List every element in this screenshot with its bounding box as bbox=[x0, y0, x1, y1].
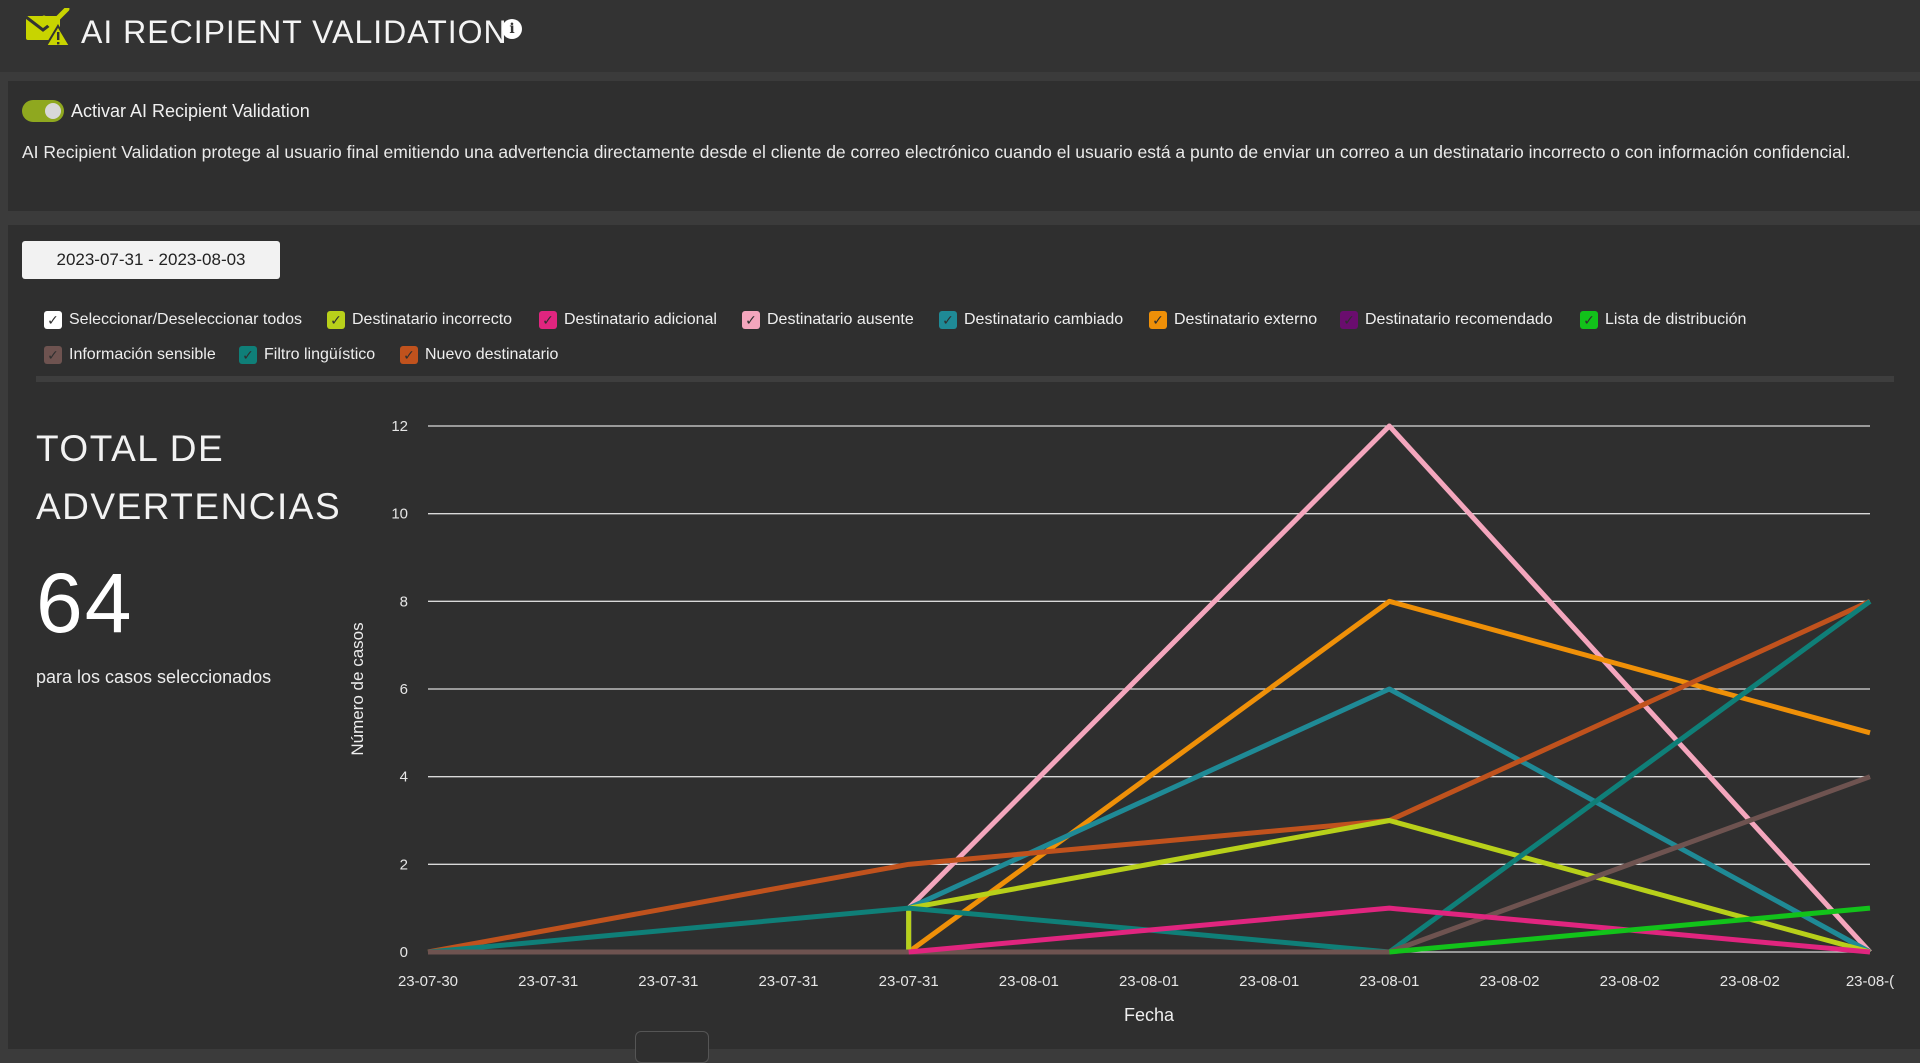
app-header: AI RECIPIENT VALIDATION i bbox=[0, 0, 1920, 72]
x-axis-label: Fecha bbox=[1124, 1005, 1175, 1025]
legend-label: Destinatario recomendado bbox=[1365, 311, 1553, 328]
legend-label: Destinatario externo bbox=[1174, 311, 1318, 328]
checkbox-icon: ✓ bbox=[400, 346, 418, 364]
x-tick-label: 23-07-31 bbox=[638, 973, 698, 990]
select-all-checkbox[interactable]: ✓ Seleccionar/Deseleccionar todos bbox=[44, 309, 302, 331]
page-title: AI RECIPIENT VALIDATION bbox=[81, 14, 508, 50]
legend-item-destinatario-cambiado[interactable]: ✓ Destinatario cambiado bbox=[939, 309, 1123, 331]
checkbox-icon: ✓ bbox=[1149, 311, 1167, 329]
legend-label: Lista de distribución bbox=[1605, 311, 1747, 328]
checkbox-icon: ✓ bbox=[239, 346, 257, 364]
legend-label: Filtro lingüístico bbox=[264, 346, 376, 363]
legend-item-nuevo-destinatario[interactable]: ✓ Nuevo destinatario bbox=[400, 344, 558, 366]
x-tick-label: 23-08-02 bbox=[1479, 973, 1539, 990]
y-tick-label: 12 bbox=[391, 418, 408, 435]
legend-label: Destinatario ausente bbox=[767, 311, 914, 328]
y-axis-label: Número de casos bbox=[348, 622, 367, 755]
legend-label: Destinatario cambiado bbox=[964, 311, 1124, 328]
checkbox-icon: ✓ bbox=[939, 311, 957, 329]
checkbox-icon: ✓ bbox=[742, 311, 760, 329]
toggle-knob bbox=[45, 103, 61, 119]
x-tick-label: 23-08-01 bbox=[1239, 973, 1299, 990]
info-icon[interactable]: i bbox=[502, 19, 522, 39]
activate-toggle[interactable] bbox=[22, 100, 64, 122]
checkbox-icon: ✓ bbox=[44, 346, 62, 364]
series-line-lista-de-distribuci-n bbox=[1389, 905, 1871, 955]
series-line-destinatario-adicional bbox=[908, 905, 1871, 955]
checkbox-icon: ✓ bbox=[327, 311, 345, 329]
legend-label: Destinatario adicional bbox=[564, 311, 717, 328]
divider bbox=[36, 376, 1894, 382]
y-tick-label: 2 bbox=[400, 856, 408, 873]
total-title-line1: TOTAL DE bbox=[36, 428, 225, 469]
envelope-check-warning-icon bbox=[25, 8, 70, 47]
legend-item-lista-de-distribucion[interactable]: ✓ Lista de distribución bbox=[1580, 309, 1746, 331]
x-tick-label: 23-07-31 bbox=[518, 973, 578, 990]
y-tick-label: 4 bbox=[400, 769, 408, 786]
checkbox-icon: ✓ bbox=[539, 311, 557, 329]
series-line-destinatario-incorrecto bbox=[906, 818, 1871, 955]
legend-label: Información sensible bbox=[69, 346, 216, 363]
settings-panel: Activar AI Recipient Validation AI Recip… bbox=[8, 81, 1920, 211]
x-tick-label: 23-07-31 bbox=[879, 973, 939, 990]
x-tick-label: 23-08-( bbox=[1846, 973, 1894, 990]
x-tick-label: 23-08-01 bbox=[1119, 973, 1179, 990]
legend-label: Nuevo destinatario bbox=[425, 346, 559, 363]
feature-description: AI Recipient Validation protege al usuar… bbox=[22, 142, 1851, 162]
total-warnings-heading: TOTAL DE ADVERTENCIAS bbox=[36, 420, 356, 536]
y-tick-label: 10 bbox=[391, 506, 408, 523]
legend-label: Destinatario incorrecto bbox=[352, 311, 513, 328]
series-line-nuevo-destinatario bbox=[427, 599, 1872, 955]
legend-item-filtro-linguistico[interactable]: ✓ Filtro lingüístico bbox=[239, 344, 375, 366]
x-tick-label: 23-07-31 bbox=[758, 973, 818, 990]
y-tick-label: 8 bbox=[400, 593, 408, 610]
checkbox-icon: ✓ bbox=[44, 311, 62, 329]
y-tick-label: 0 bbox=[400, 944, 408, 961]
total-warnings-subtitle: para los casos seleccionados bbox=[36, 667, 272, 687]
statistics-panel: 2023-07-31 - 2023-08-03 ✓ Seleccionar/De… bbox=[8, 225, 1920, 1049]
x-tick-label: 23-08-02 bbox=[1600, 973, 1660, 990]
total-warnings-value: 64 bbox=[36, 556, 134, 650]
legend-item-destinatario-ausente[interactable]: ✓ Destinatario ausente bbox=[742, 309, 914, 331]
date-range-button[interactable]: 2023-07-31 - 2023-08-03 bbox=[22, 241, 280, 279]
legend-item-destinatario-externo[interactable]: ✓ Destinatario externo bbox=[1149, 309, 1317, 331]
x-tick-label: 23-08-01 bbox=[1359, 973, 1419, 990]
legend-item-destinatario-adicional[interactable]: ✓ Destinatario adicional bbox=[539, 309, 717, 331]
x-tick-label: 23-07-30 bbox=[398, 973, 458, 990]
activate-toggle-label: Activar AI Recipient Validation bbox=[71, 101, 310, 121]
chart-scroll-handle[interactable] bbox=[635, 1031, 709, 1063]
select-all-label: Seleccionar/Deseleccionar todos bbox=[69, 311, 303, 328]
x-tick-label: 23-08-01 bbox=[999, 973, 1059, 990]
legend-item-informacion-sensible[interactable]: ✓ Información sensible bbox=[44, 344, 216, 366]
legend-item-destinatario-incorrecto[interactable]: ✓ Destinatario incorrecto bbox=[327, 309, 512, 331]
checkbox-icon: ✓ bbox=[1580, 311, 1598, 329]
y-tick-label: 6 bbox=[400, 681, 408, 698]
total-title-line2: ADVERTENCIAS bbox=[36, 486, 342, 527]
legend-item-destinatario-recomendado[interactable]: ✓ Destinatario recomendado bbox=[1340, 309, 1553, 331]
x-tick-label: 23-08-02 bbox=[1720, 973, 1780, 990]
checkbox-icon: ✓ bbox=[1340, 311, 1358, 329]
